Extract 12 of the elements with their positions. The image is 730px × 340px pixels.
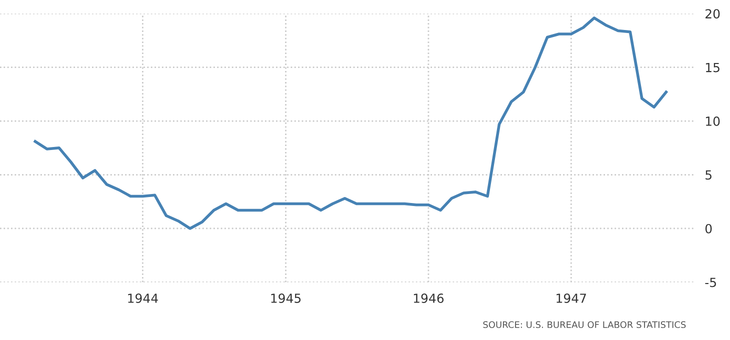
y-tick-label: 15 <box>706 62 720 72</box>
x-tick-label: 1946 <box>414 294 444 303</box>
y-tick-label: 20 <box>706 9 720 19</box>
y-tick-label: 0 <box>705 224 712 234</box>
x-tick-label: 1944 <box>128 294 158 303</box>
y-tick-label: 5 <box>706 170 712 180</box>
x-tick-label: 1947 <box>556 294 586 303</box>
line-series <box>34 16 668 230</box>
y-tick-label: -5 <box>705 278 716 288</box>
x-tick-label: 1945 <box>271 294 301 303</box>
y-tick-label: 10 <box>706 116 720 126</box>
source-note: SOURCE: U.S. BUREAU OF LABOR STATISTICS <box>483 321 686 328</box>
